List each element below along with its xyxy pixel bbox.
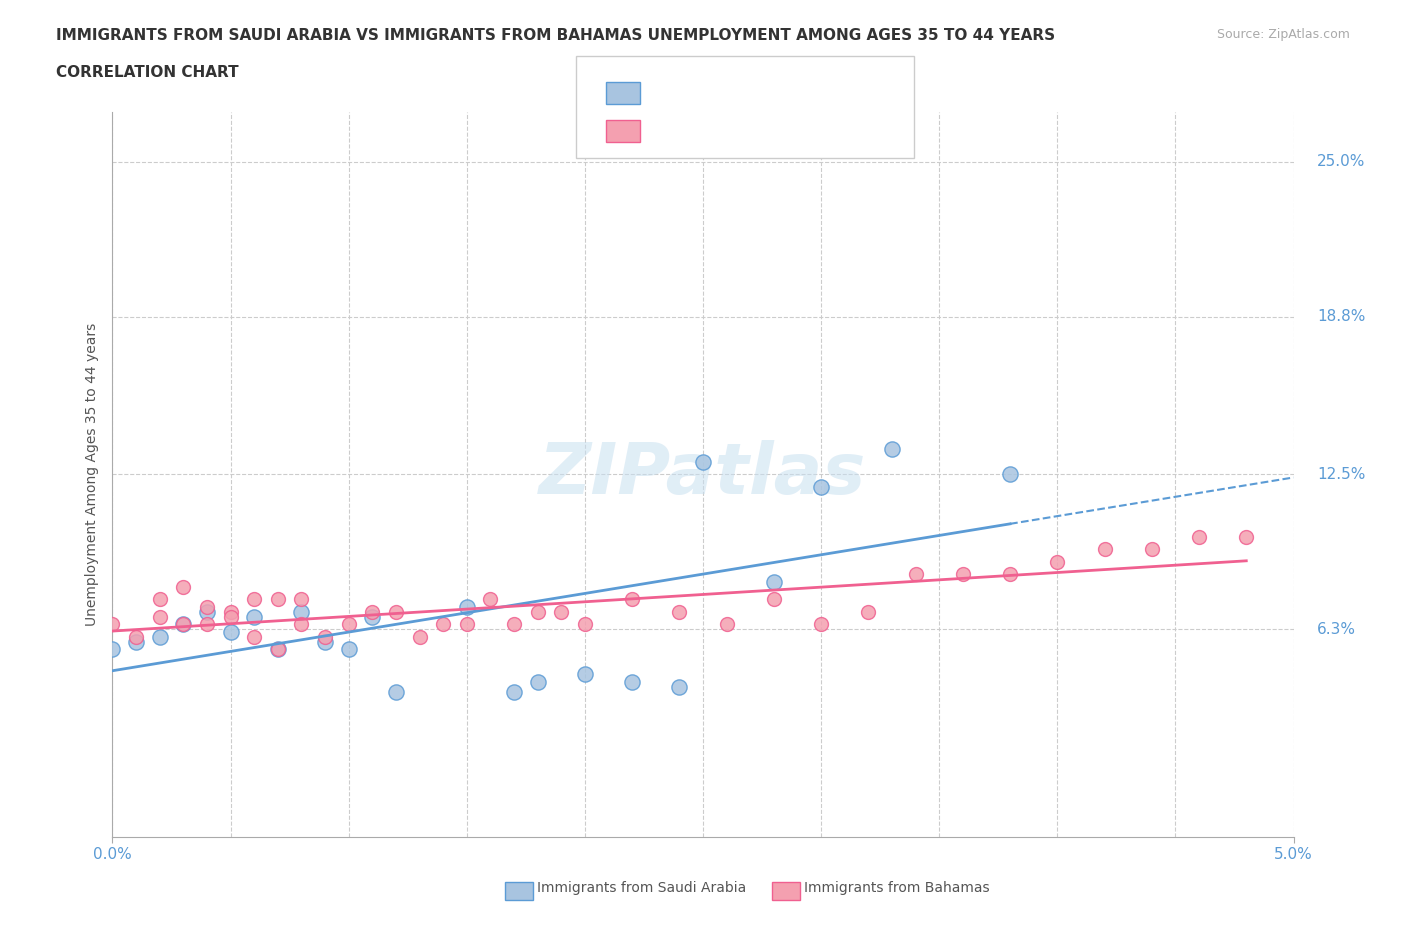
Point [810,479,832,494]
Point [1140,542,1163,557]
Text: ZIPatlas: ZIPatlas [540,440,866,509]
Point [195,600,218,615]
Point [101,642,124,657]
Point [668,604,690,619]
Point [880,442,903,457]
Point [172,617,194,631]
Point [314,630,336,644]
Point [574,617,596,631]
Point [810,617,832,631]
Point [267,642,290,657]
Point [290,591,312,606]
Point [526,604,548,619]
Point [952,567,974,582]
Y-axis label: Unemployment Among Ages 35 to 44 years: Unemployment Among Ages 35 to 44 years [84,323,98,626]
Point [998,467,1021,482]
Point [361,604,384,619]
Point [195,604,218,619]
Text: Source: ZipAtlas.com: Source: ZipAtlas.com [1216,28,1350,41]
Text: 18.8%: 18.8% [1317,309,1365,325]
Point [219,604,242,619]
Point [1234,529,1257,544]
Text: 12.5%: 12.5% [1317,467,1365,482]
Point [503,684,526,699]
Point [267,591,290,606]
Point [149,591,172,606]
Point [101,617,124,631]
Point [456,617,478,631]
Text: N =: N = [728,85,772,100]
Point [408,630,430,644]
Point [762,591,785,606]
Text: 6.3%: 6.3% [1317,622,1357,637]
Point [125,630,148,644]
Point [385,684,408,699]
Point [858,604,880,619]
Point [716,617,738,631]
Point [574,667,596,682]
Point [337,642,360,657]
Point [195,617,218,631]
Text: IMMIGRANTS FROM SAUDI ARABIA VS IMMIGRANTS FROM BAHAMAS UNEMPLOYMENT AMONG AGES : IMMIGRANTS FROM SAUDI ARABIA VS IMMIGRAN… [56,28,1056,43]
Point [998,567,1021,582]
Point [621,591,644,606]
Text: 0.462: 0.462 [686,85,734,100]
Point [314,634,336,649]
Point [432,617,454,631]
Text: Immigrants from Saudi Arabia: Immigrants from Saudi Arabia [537,881,747,896]
Point [172,579,194,594]
Point [243,591,266,606]
Point [385,604,408,619]
Text: 24: 24 [766,85,787,100]
Point [479,591,502,606]
Point [267,642,290,657]
Point [904,567,927,582]
Point [219,609,242,624]
Text: R =: R = [647,85,681,100]
Point [621,674,644,689]
Text: 25.0%: 25.0% [1317,154,1365,169]
Point [1046,554,1069,569]
Point [762,575,785,590]
Point [526,674,548,689]
Point [550,604,572,619]
Point [243,630,266,644]
Text: Immigrants from Bahamas: Immigrants from Bahamas [804,881,990,896]
Point [243,609,266,624]
Point [290,617,312,631]
Point [219,624,242,639]
Point [692,455,714,470]
Text: R =: R = [647,123,681,138]
Point [361,609,384,624]
Text: 42: 42 [766,123,787,138]
Point [1188,529,1211,544]
Point [337,617,360,631]
Text: 0.316: 0.316 [686,123,734,138]
Point [456,600,478,615]
Point [172,617,194,631]
Point [290,604,312,619]
Point [503,617,526,631]
Text: N =: N = [728,123,772,138]
Text: CORRELATION CHART: CORRELATION CHART [56,65,239,80]
Point [149,630,172,644]
Point [149,609,172,624]
Point [668,680,690,695]
Point [125,634,148,649]
Point [1094,542,1116,557]
